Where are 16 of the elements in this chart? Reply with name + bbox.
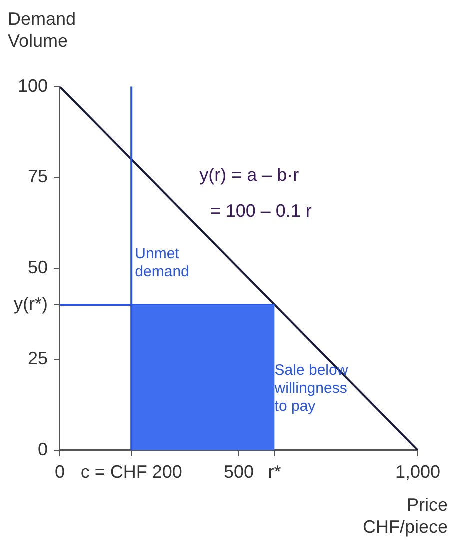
annotation: Unmet demand	[135, 245, 190, 280]
y-axis-title: Demand Volume	[8, 8, 78, 52]
x-tick-label: 1,000	[395, 462, 441, 482]
annotation: y(r) = a – b·r	[200, 164, 300, 185]
y-tick-label: 50	[28, 258, 48, 278]
y-tick-label: 100	[18, 76, 48, 96]
y-tick-label: y(r*)	[14, 294, 48, 314]
annotation: = 100 – 0.1 r	[210, 201, 312, 222]
y-tick-label: 75	[28, 166, 48, 187]
x-tick-label: c = CHF 200	[80, 462, 182, 482]
y-tick-label: 25	[28, 348, 48, 368]
x-tick-label: r*	[268, 462, 282, 482]
x-tick-label: 500	[224, 462, 254, 482]
y-tick-label: 0	[38, 439, 48, 460]
x-tick-label: 0	[54, 462, 65, 482]
x-axis-title: Price CHF/piece	[362, 494, 448, 538]
